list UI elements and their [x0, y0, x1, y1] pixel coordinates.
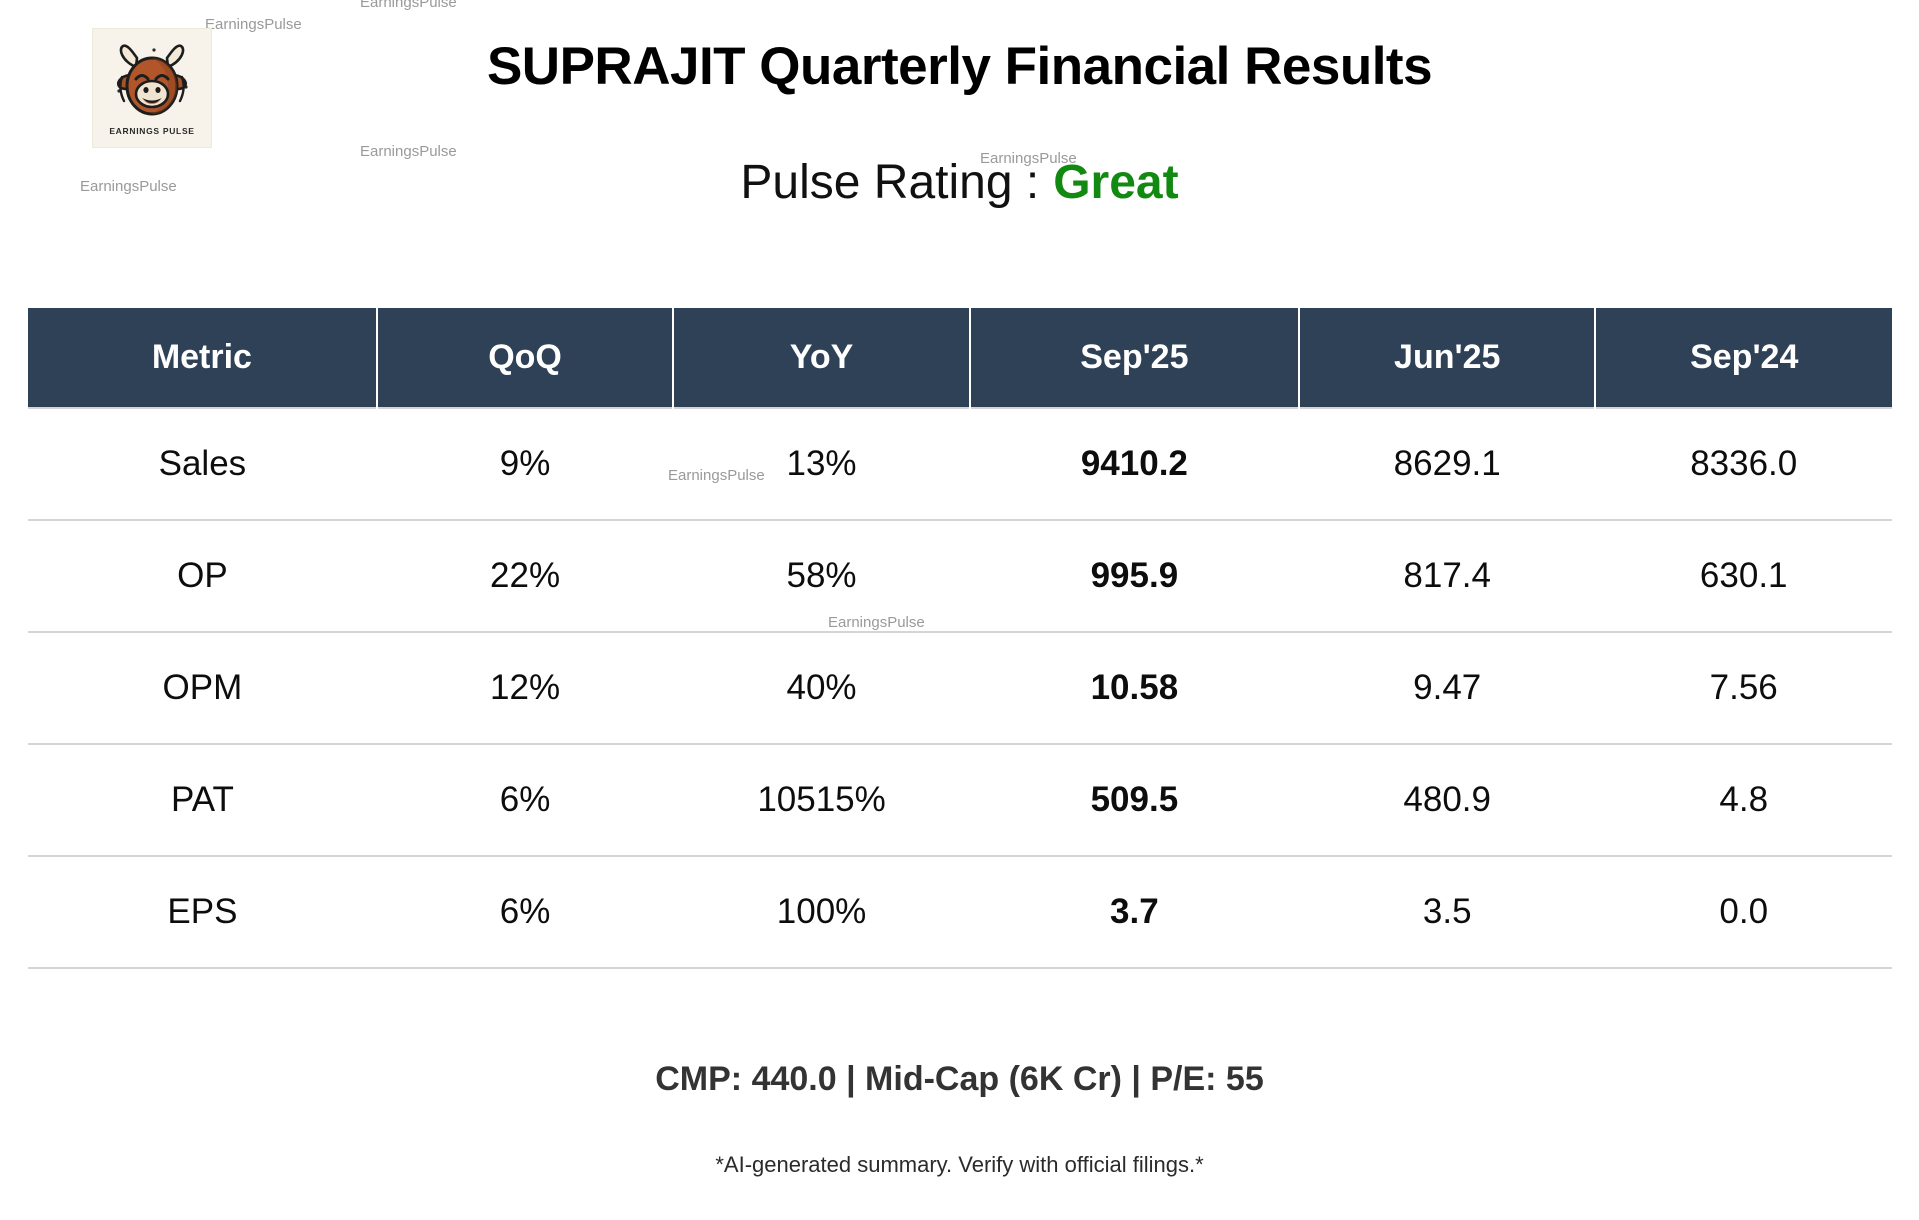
cell-current: 10.58 [969, 632, 1299, 745]
cell-qoq: 6% [376, 856, 674, 969]
earnings-pulse-logo: EARNINGS PULSE [92, 28, 212, 148]
pulse-rating-value: Great [1053, 156, 1179, 209]
cell-metric: Sales [28, 407, 377, 521]
cell-previous: 8629.1 [1298, 407, 1596, 521]
valuation-summary: CMP: 440.0 | Mid-Cap (6K Cr) | P/E: 55 [655, 1060, 1264, 1098]
cell-yoy: 100% [673, 856, 970, 969]
bull-mascot-icon [116, 43, 188, 115]
column-header-qoq: QoQ [376, 308, 675, 408]
cell-current: 995.9 [969, 520, 1299, 633]
cell-previous: 817.4 [1298, 520, 1596, 633]
cell-metric: EPS [28, 856, 377, 969]
cell-metric: OPM [28, 632, 377, 745]
cell-current: 9410.2 [969, 407, 1299, 521]
table-row: PAT 6% 10515% 509.5 480.9 4.8 [28, 744, 1892, 857]
cell-yoy: 58% [673, 520, 970, 633]
cell-year-ago: 4.8 [1595, 744, 1892, 857]
table-row: OP 22% 58% 995.9 817.4 630.1 [28, 520, 1892, 633]
watermark: EarningsPulse [205, 16, 302, 33]
cell-qoq: 6% [376, 744, 674, 857]
financial-results-table: Metric QoQ YoY Sep'25 Jun'25 Sep'24 Sale… [28, 308, 1892, 969]
pulse-rating-label: Pulse Rating : [740, 156, 1040, 209]
cell-previous: 3.5 [1298, 856, 1596, 969]
column-header-metric: Metric [28, 308, 378, 408]
cell-qoq: 9% [376, 407, 674, 521]
cell-yoy: 10515% [673, 744, 970, 857]
logo-caption: EARNINGS PULSE [109, 125, 195, 136]
cell-metric: PAT [28, 744, 377, 857]
column-header-yoy: YoY [673, 308, 971, 408]
cell-year-ago: 8336.0 [1595, 407, 1892, 521]
table-header-row: Metric QoQ YoY Sep'25 Jun'25 Sep'24 [28, 308, 1892, 408]
cell-qoq: 12% [376, 632, 674, 745]
cell-year-ago: 7.56 [1595, 632, 1892, 745]
cell-current: 509.5 [969, 744, 1299, 857]
cell-year-ago: 630.1 [1595, 520, 1892, 633]
watermark: EarningsPulse [360, 0, 457, 11]
table-row: OPM 12% 40% 10.58 9.47 7.56 [28, 632, 1892, 745]
cell-previous: 480.9 [1298, 744, 1596, 857]
cell-previous: 9.47 [1298, 632, 1596, 745]
table-row: Sales 9% 13% 9410.2 8629.1 8336.0 [28, 407, 1892, 521]
table-row: EPS 6% 100% 3.7 3.5 0.0 [28, 856, 1892, 969]
cell-qoq: 22% [376, 520, 674, 633]
pulse-rating: Pulse Rating : Great [0, 155, 1919, 210]
page-title: SUPRAJIT Quarterly Financial Results [486, 37, 1433, 96]
column-header-current: Sep'25 [969, 308, 1300, 408]
cell-yoy: 13% [673, 407, 970, 521]
cell-year-ago: 0.0 [1595, 856, 1892, 969]
cell-metric: OP [28, 520, 377, 633]
column-header-previous: Jun'25 [1298, 308, 1597, 408]
cell-current: 3.7 [969, 856, 1299, 969]
disclaimer-text: *AI-generated summary. Verify with offic… [715, 1152, 1204, 1177]
cell-yoy: 40% [673, 632, 970, 745]
column-header-year-ago: Sep'24 [1595, 308, 1892, 408]
